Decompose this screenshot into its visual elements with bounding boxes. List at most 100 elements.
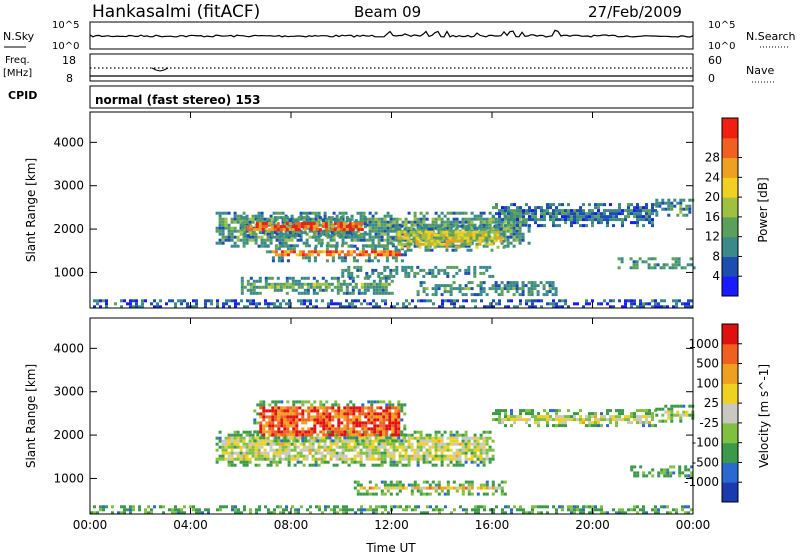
heatmap-cell bbox=[467, 271, 471, 275]
heatmap-cell bbox=[285, 505, 288, 509]
heatmap-cell bbox=[359, 460, 363, 464]
heatmap-cell bbox=[449, 454, 453, 458]
heatmap-cell bbox=[261, 285, 265, 289]
heatmap-cell bbox=[515, 229, 519, 233]
heatmap-cell bbox=[280, 421, 284, 425]
heatmap-cell bbox=[392, 238, 396, 242]
heatmap-cell bbox=[353, 448, 357, 452]
heatmap-cell bbox=[482, 281, 486, 285]
heatmap-cell bbox=[304, 430, 308, 434]
heatmap-cell bbox=[543, 212, 546, 216]
heatmap-cell bbox=[467, 492, 471, 496]
heatmap-cell bbox=[277, 418, 281, 422]
heatmap-cell bbox=[403, 427, 407, 431]
heatmap-cell bbox=[425, 480, 429, 484]
heatmap-cell bbox=[666, 468, 670, 472]
heatmap-cell bbox=[374, 483, 378, 487]
heatmap-cell bbox=[461, 451, 465, 455]
heatmap-cell bbox=[410, 433, 414, 437]
heatmap-cell bbox=[522, 511, 525, 515]
heatmap-cell bbox=[306, 299, 309, 303]
heatmap-cell bbox=[373, 412, 377, 416]
heatmap-cell bbox=[402, 508, 405, 512]
heatmap-cell bbox=[291, 228, 295, 232]
heatmap-cell bbox=[609, 415, 612, 419]
heatmap-cell bbox=[364, 427, 368, 431]
heatmap-cell bbox=[328, 253, 332, 257]
heatmap-cell bbox=[379, 421, 383, 425]
colorbar-tick-label: -25 bbox=[699, 416, 719, 430]
heatmap-cell bbox=[554, 287, 558, 291]
heatmap-cell bbox=[291, 279, 295, 283]
heatmap-cell bbox=[479, 284, 483, 288]
heatmap-cell bbox=[507, 215, 510, 219]
heatmap-cell bbox=[606, 209, 609, 213]
heatmap-cell bbox=[290, 238, 294, 242]
heatmap-cell bbox=[360, 285, 364, 289]
heatmap-cell bbox=[218, 238, 222, 242]
heatmap-cell bbox=[685, 213, 689, 217]
heatmap-cell bbox=[692, 266, 696, 270]
heatmap-cell bbox=[245, 238, 249, 242]
heatmap-cell bbox=[328, 244, 332, 248]
heatmap-cell bbox=[679, 204, 683, 208]
heatmap-cell bbox=[627, 206, 630, 210]
heatmap-cell bbox=[609, 218, 612, 222]
heatmap-cell bbox=[621, 412, 624, 416]
heatmap-cell bbox=[263, 244, 267, 248]
colorbar-swatch bbox=[722, 442, 738, 463]
heatmap-cell bbox=[422, 223, 426, 227]
heatmap-cell bbox=[455, 457, 459, 461]
heatmap-cell bbox=[283, 427, 287, 431]
heatmap-cell bbox=[486, 305, 489, 309]
heatmap-cell bbox=[638, 257, 642, 261]
heatmap-cell bbox=[501, 511, 504, 515]
heatmap-cell bbox=[266, 451, 270, 455]
heatmap-cell bbox=[484, 227, 488, 231]
nave-dip-trace bbox=[151, 67, 169, 72]
heatmap-cell bbox=[314, 211, 318, 215]
heatmap-cell bbox=[548, 290, 552, 294]
heatmap-cell bbox=[677, 257, 681, 261]
heatmap-cell bbox=[454, 239, 458, 243]
heatmap-cell bbox=[455, 287, 459, 291]
heatmap-cell bbox=[490, 239, 494, 243]
heatmap-cell bbox=[476, 448, 480, 452]
heatmap-cell bbox=[528, 305, 531, 309]
heatmap-cell bbox=[687, 302, 690, 306]
heatmap-cell bbox=[368, 235, 372, 239]
heatmap-cell bbox=[591, 421, 594, 425]
heatmap-cell bbox=[230, 451, 234, 455]
heatmap-cell bbox=[274, 403, 278, 407]
heatmap-cell bbox=[299, 235, 303, 239]
heatmap-cell bbox=[301, 436, 305, 440]
heatmap-cell bbox=[474, 508, 477, 512]
heatmap-cell bbox=[383, 442, 387, 446]
heatmap-cell bbox=[422, 492, 426, 496]
heatmap-cell bbox=[552, 424, 555, 428]
heatmap-cell bbox=[546, 418, 549, 422]
heatmap-cell bbox=[311, 217, 315, 221]
heatmap-cell bbox=[479, 433, 483, 437]
heatmap-cell bbox=[355, 259, 359, 263]
heatmap-cell bbox=[221, 454, 225, 458]
heatmap-cell bbox=[332, 448, 336, 452]
heatmap-cell bbox=[280, 406, 284, 410]
heatmap-cell bbox=[666, 471, 670, 475]
heatmap-cell bbox=[397, 400, 401, 404]
heatmap-cell bbox=[324, 288, 328, 292]
heatmap-cell bbox=[413, 454, 417, 458]
heatmap-cell bbox=[364, 259, 368, 263]
heatmap-cell bbox=[498, 415, 501, 419]
heatmap-cell bbox=[338, 235, 342, 239]
heatmap-cell bbox=[317, 223, 321, 227]
heatmap-cell bbox=[540, 206, 543, 210]
heatmap-cell bbox=[413, 483, 417, 487]
heatmap-cell bbox=[346, 415, 350, 419]
heatmap-cell bbox=[515, 287, 519, 291]
heatmap-cell bbox=[267, 511, 270, 515]
heatmap-cell bbox=[630, 305, 633, 309]
heatmap-cell bbox=[281, 241, 285, 245]
heatmap-cell bbox=[469, 236, 473, 240]
heatmap-cell bbox=[648, 409, 651, 413]
